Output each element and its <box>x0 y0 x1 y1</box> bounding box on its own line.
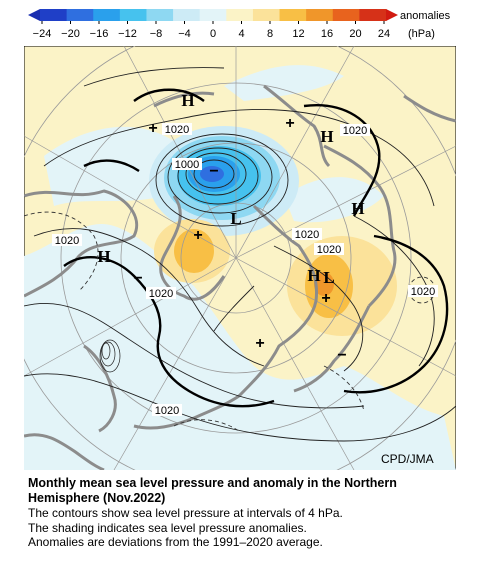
svg-text:1020: 1020 <box>317 244 341 256</box>
colorbar-tick-label: 16 <box>321 28 333 40</box>
plus-marker-4: + <box>321 290 330 307</box>
colorbar-cell <box>279 9 307 21</box>
negative-anomaly-region-3 <box>284 177 384 223</box>
plus-marker-5: + <box>255 335 264 352</box>
colorbar-tick-label: 0 <box>210 28 216 40</box>
high-pressure-marker-west: H <box>97 247 110 266</box>
contour-label-7: 1020 <box>408 285 438 298</box>
colorbar-tick-label: 12 <box>292 28 304 40</box>
caption-line-contours: The contours show sea level pressure at … <box>28 506 343 520</box>
colorbar-tick-label: −16 <box>90 28 109 40</box>
caption-title-line2: Hemisphere (Nov.2022) <box>28 491 166 505</box>
svg-text:1020: 1020 <box>149 288 173 300</box>
colorbar-cell <box>226 9 254 21</box>
contour-label-3: 1020 <box>292 228 322 241</box>
colorbar-left-arrow <box>28 9 40 21</box>
high-pressure-marker-canada: H <box>320 127 333 146</box>
colorbar-cell <box>332 9 360 21</box>
svg-text:1020: 1020 <box>411 286 435 298</box>
contour-label-1: 1020 <box>162 123 192 136</box>
colorbar-tick-label: 4 <box>238 28 244 40</box>
isobars-1020-thick <box>63 88 449 408</box>
credit-label: CPD/JMA <box>381 452 434 466</box>
colorbar-cell <box>146 9 174 21</box>
caption-line-shading: The shading indicates sea level pressure… <box>28 520 307 535</box>
colorbar-tick-label: 20 <box>349 28 361 40</box>
contour-label-2: 1020 <box>340 124 370 137</box>
contour-label-1000: 1000 <box>172 158 202 171</box>
high-pressure-marker-asia: H <box>307 266 320 285</box>
contour-label-8: 1020 <box>152 404 182 417</box>
minus-marker-1: − <box>209 163 218 180</box>
anomaly-pos-pacific-core <box>314 272 334 296</box>
colorbar-cell <box>252 9 281 21</box>
anomaly-neg-core <box>200 166 224 182</box>
map-caption: Monthly mean sea level pressure and anom… <box>28 476 468 550</box>
plus-marker-2: + <box>285 115 294 132</box>
low-pressure-marker-pacific: L <box>323 268 334 287</box>
svg-text:1020: 1020 <box>343 125 367 137</box>
colorbar-cell <box>173 9 201 21</box>
contour-label-6: 1020 <box>146 287 176 300</box>
coastlines <box>24 84 456 470</box>
colorbar-tick-label: 8 <box>267 28 273 40</box>
negative-anomaly-region-4 <box>224 65 344 101</box>
minus-marker-3: − <box>337 347 346 364</box>
contour-label-5: 1020 <box>52 234 82 247</box>
colorbar-cell <box>93 9 121 21</box>
colorbar-tick-label: −4 <box>178 28 191 40</box>
plus-marker-3: + <box>193 227 202 244</box>
contour-label-4: 1020 <box>314 243 344 256</box>
longitude-lines <box>24 46 456 470</box>
high-pressure-marker-siberia-east: H <box>351 199 364 218</box>
high-pressure-marker-arctic: H <box>181 91 194 110</box>
colorbar-cell <box>40 9 68 21</box>
colorbar-cell <box>199 9 227 21</box>
colorbar-cell <box>66 9 94 21</box>
colorbar-tick-label: −24 <box>33 28 52 40</box>
colorbar-unit-hpa: (hPa) <box>408 28 435 40</box>
isobars-himalaya <box>99 339 121 373</box>
svg-text:1020: 1020 <box>165 124 189 136</box>
svg-text:1020: 1020 <box>295 229 319 241</box>
colorbar-tick-label: −8 <box>150 28 163 40</box>
colorbar-cell <box>119 9 147 21</box>
colorbar-tick-label: 24 <box>378 28 390 40</box>
minus-marker-2: − <box>133 270 142 287</box>
colorbar-cell <box>359 9 387 21</box>
caption-title-line1: Monthly mean sea level pressure and anom… <box>28 476 397 490</box>
sea-level-pressure-map: H H H H H L L 1020 1020 1000 10 <box>24 46 456 470</box>
svg-text:1020: 1020 <box>155 405 179 417</box>
colorbar-cell <box>306 9 334 21</box>
caption-line-anomalies: Anomalies are deviations from the 1991–2… <box>28 535 323 549</box>
colorbar-right-arrow <box>386 9 398 21</box>
negative-anomaly-region <box>24 223 456 470</box>
svg-text:1020: 1020 <box>55 235 79 247</box>
anomaly-colorbar: −24 −20 −16 −12 −8 −4 0 4 8 12 16 20 24 anomalies (h… <box>28 9 451 40</box>
svg-text:1000: 1000 <box>175 159 199 171</box>
plus-marker-1: + <box>148 120 157 137</box>
colorbar-unit-anomalies: anomalies <box>400 10 451 22</box>
colorbar-tick-label: −12 <box>118 28 137 40</box>
colorbar-tick-label: −20 <box>61 28 80 40</box>
low-pressure-marker-atlantic: L <box>230 209 241 228</box>
